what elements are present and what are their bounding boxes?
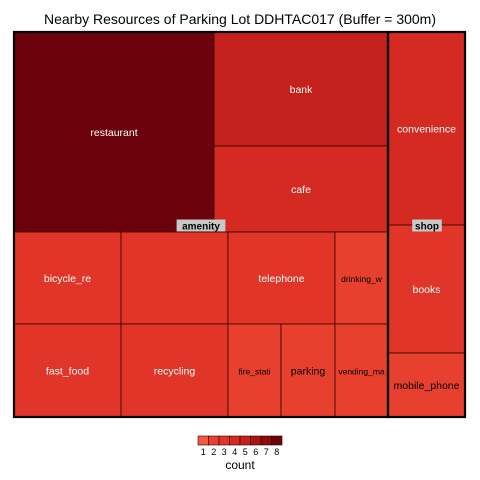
cell-label: bicycle_re xyxy=(44,273,91,285)
cell-label: telephone xyxy=(258,273,304,285)
cell-label: fire_stati xyxy=(238,367,270,377)
cell-label: parking xyxy=(291,366,326,378)
cell-label: fast_food xyxy=(46,366,89,378)
cell-label: recycling xyxy=(154,366,196,378)
legend-tick-label: 3 xyxy=(222,447,227,457)
group-label-shop: shop xyxy=(415,222,439,233)
cell-label: mobile_phone xyxy=(394,380,460,392)
legend-swatch-1 xyxy=(198,436,209,445)
cell-label: books xyxy=(412,284,440,296)
cell-label: bank xyxy=(290,84,314,96)
legend-tick-label: 7 xyxy=(264,447,269,457)
legend-swatch-3 xyxy=(219,436,230,445)
cell-label: convenience xyxy=(397,124,456,136)
legend-tick-label: 4 xyxy=(232,447,237,457)
cell-label: drinking_w xyxy=(341,274,382,284)
legend-tick-label: 6 xyxy=(253,447,258,457)
cell-label: vending_ma xyxy=(338,367,385,377)
legend-tick-label: 1 xyxy=(201,447,206,457)
legend-swatch-6 xyxy=(251,436,262,445)
group-label-amenity: amenity xyxy=(182,222,220,233)
chart-title: Nearby Resources of Parking Lot DDHTAC01… xyxy=(44,11,436,27)
legend-swatch-5 xyxy=(240,436,251,445)
legend-swatch-8 xyxy=(272,436,283,445)
cell-label: restaurant xyxy=(90,127,137,139)
legend-title: count xyxy=(225,458,255,472)
legend-swatch-4 xyxy=(230,436,241,445)
treemap-cells: restaurant bank cafe bicycle_re telephone dri… xyxy=(14,32,465,417)
cell-label: cafe xyxy=(291,184,311,196)
color-legend: 1 2 3 4 5 6 7 8 count xyxy=(198,436,282,472)
legend-tick-label: 8 xyxy=(274,447,279,457)
legend-swatch-7 xyxy=(261,436,272,445)
treemap-cell-amenity-4 xyxy=(121,232,228,324)
legend-tick-label: 5 xyxy=(243,447,248,457)
legend-tick-label: 2 xyxy=(211,447,216,457)
legend-swatch-2 xyxy=(209,436,220,445)
